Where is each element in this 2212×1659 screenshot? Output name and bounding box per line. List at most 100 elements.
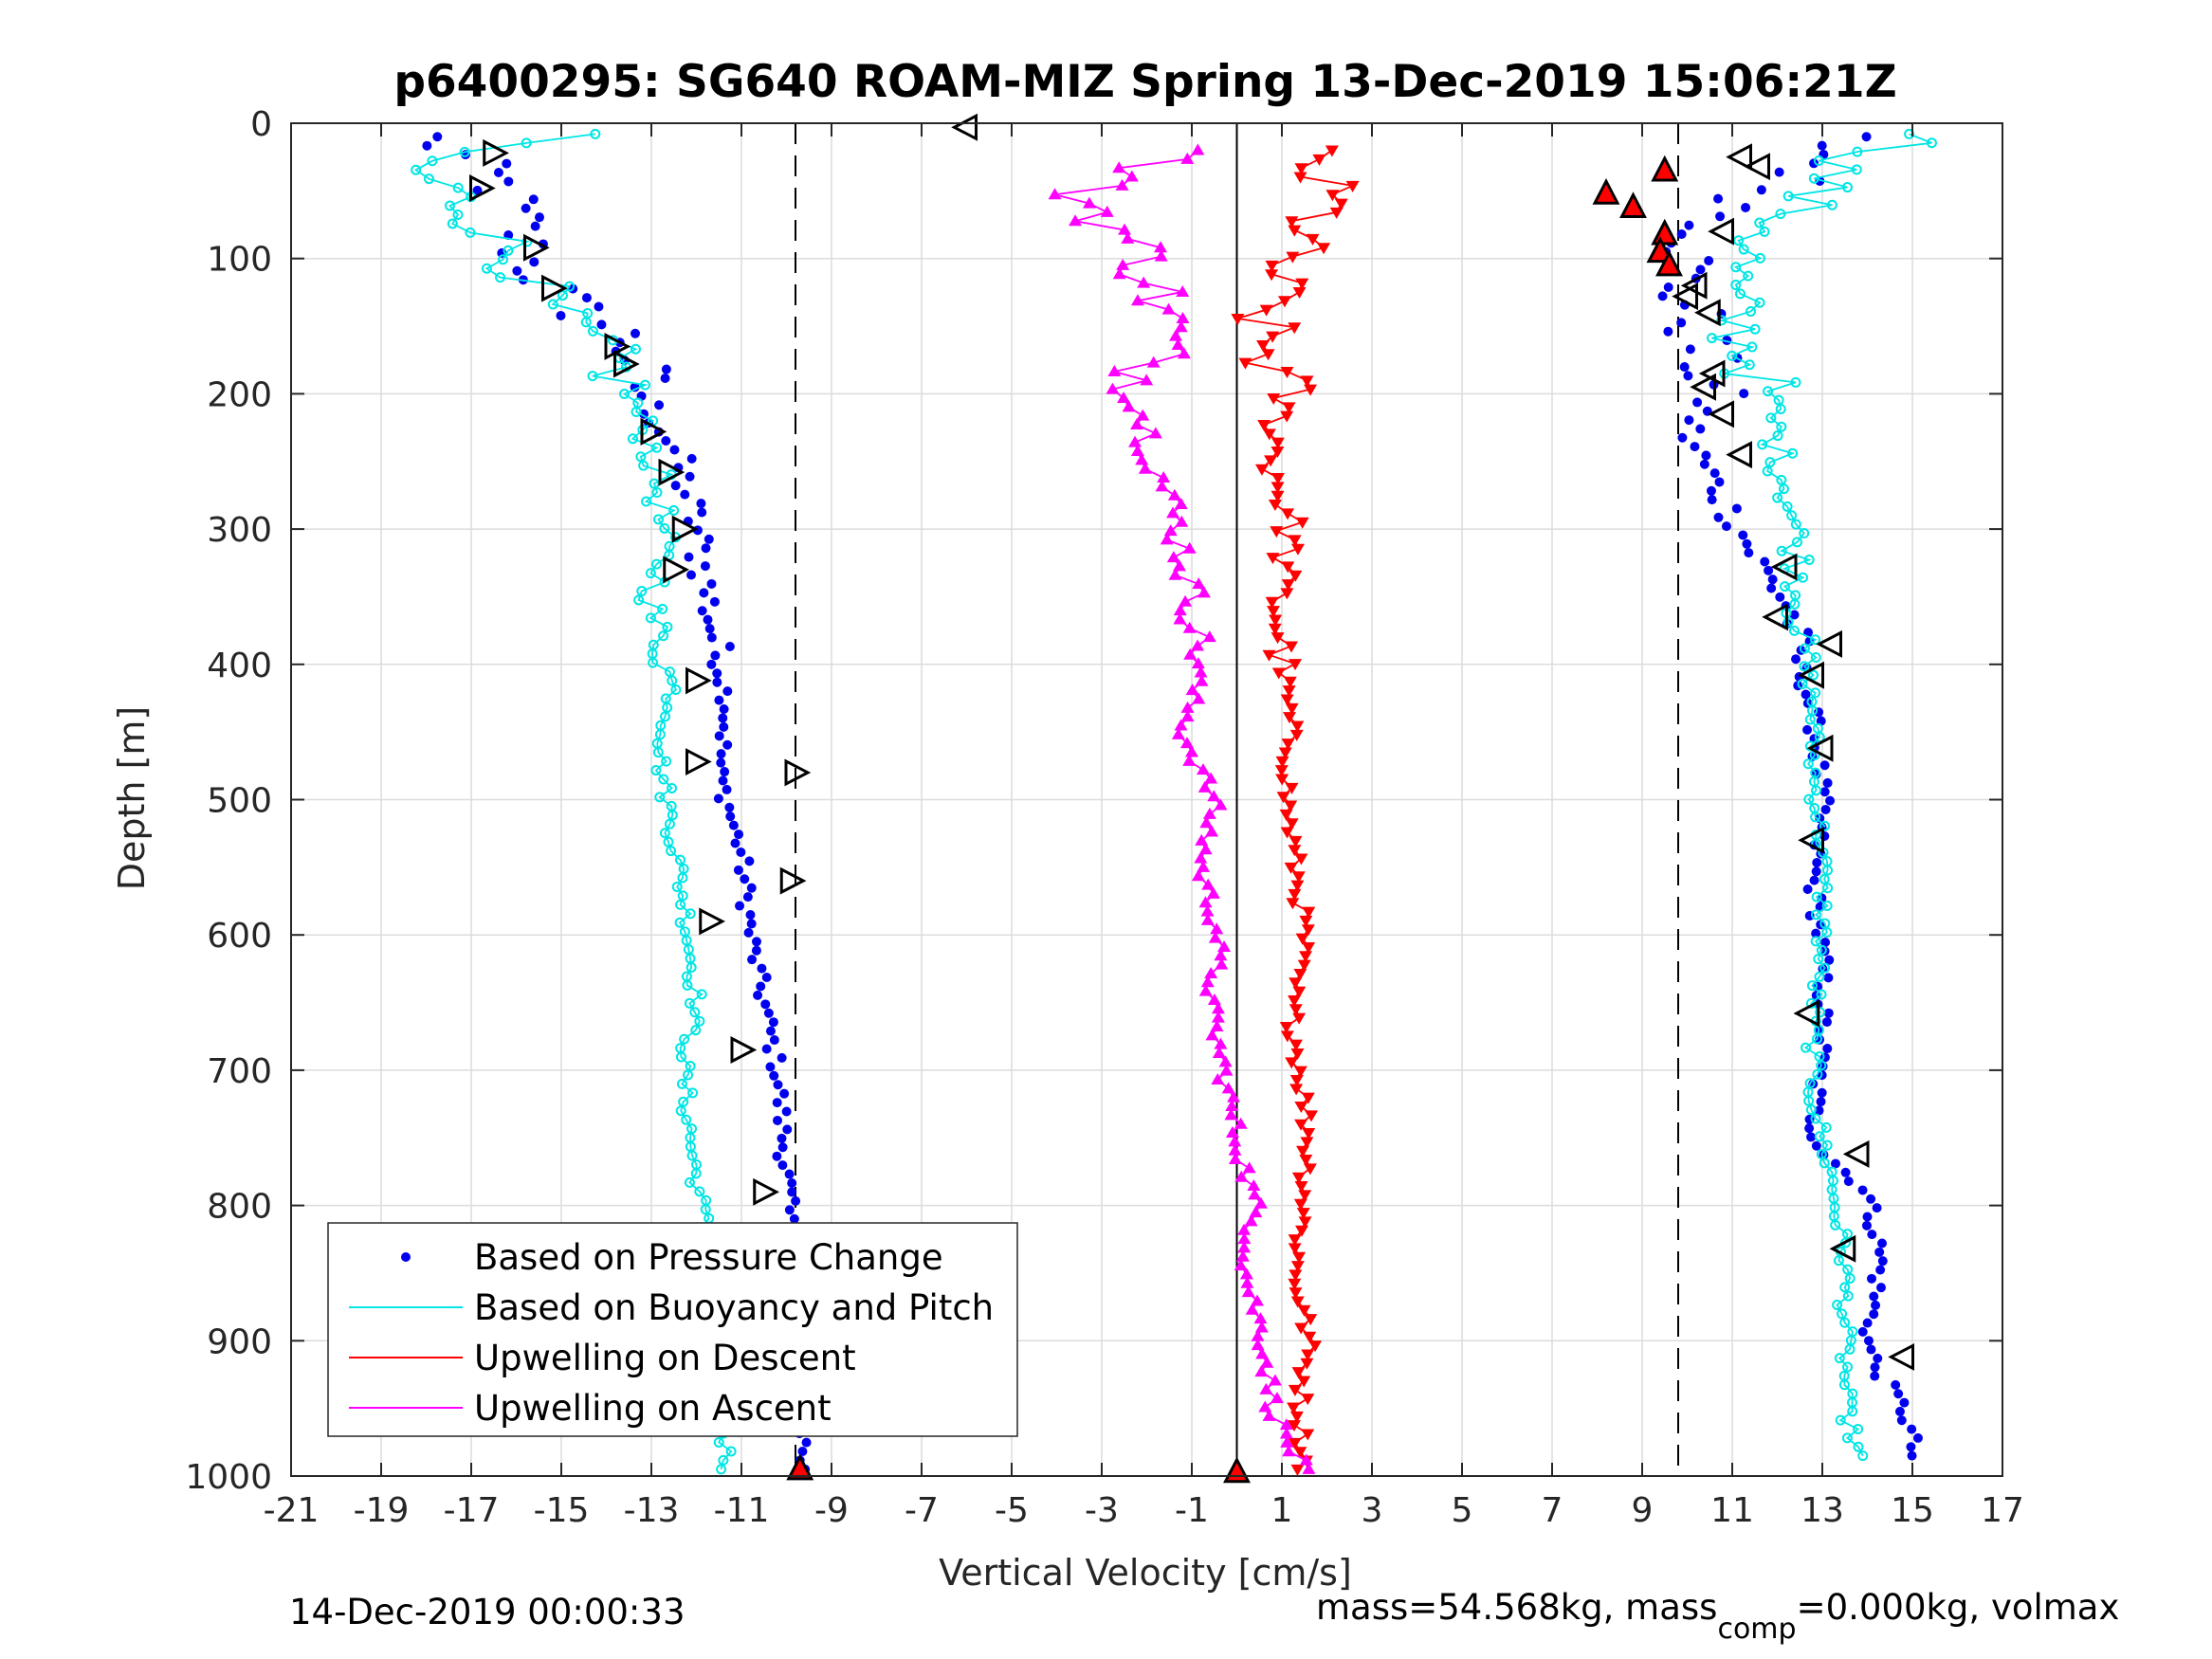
pressure-change-point (1811, 866, 1821, 877)
descent-upwelling-point (1294, 1322, 1308, 1335)
pressure-change-point (1806, 1132, 1817, 1142)
ascent-upwelling-point (1228, 1143, 1242, 1156)
descent-upwelling-point (1290, 1048, 1305, 1060)
ascent-upwelling-point (1191, 143, 1205, 155)
descent-upwelling-point (1284, 862, 1298, 874)
pressure-change-point (730, 838, 740, 848)
ascent-upwelling-point (1117, 391, 1131, 403)
ascent-upwelling-point (1138, 462, 1152, 474)
pressure-change-point (706, 578, 717, 589)
ascent-upwelling-point (1199, 816, 1214, 829)
pressure-change-point (751, 937, 761, 947)
ascent-upwelling-point (1169, 329, 1183, 341)
descent-upwelling-point (1289, 1039, 1303, 1051)
open-left-triangle-marker (1793, 999, 1820, 1028)
buoyancy-pitch-point (1746, 306, 1757, 318)
ascent-upwelling-point (1173, 612, 1187, 625)
ascent-upwelling-point (1253, 1196, 1268, 1209)
descent-upwelling-point (1283, 676, 1297, 688)
buoyancy-pitch-point (690, 1025, 702, 1036)
open-left-triangle-marker (1726, 441, 1752, 469)
ascent-upwelling-point (1135, 453, 1149, 465)
buoyancy-pitch-point (658, 630, 669, 642)
descent-upwelling-point (1294, 1119, 1308, 1131)
pressure-change-point (781, 1106, 792, 1117)
pressure-change-point (722, 784, 732, 794)
descent-upwelling-point (1271, 437, 1285, 449)
buoyancy-pitch-point (495, 272, 506, 283)
ascent-upwelling-point (1251, 1329, 1265, 1341)
descent-upwelling-point (1292, 286, 1307, 299)
pressure-change-point (1872, 1203, 1882, 1213)
descent-upwelling-point (1329, 207, 1344, 219)
pressure-change-point (1814, 1105, 1824, 1116)
pressure-change-point (528, 194, 539, 205)
ascent-upwelling-point (1234, 1117, 1248, 1129)
pressure-change-point (724, 641, 735, 651)
ascent-upwelling-point (1168, 568, 1182, 580)
legend-label: Based on Buoyancy and Pitch (474, 1287, 994, 1328)
pressure-change-point (1767, 574, 1778, 585)
pressure-change-point (1906, 1442, 1916, 1452)
y-tick-label: 300 (207, 511, 272, 550)
descent-upwelling-point (1264, 455, 1278, 467)
buoyancy-pitch-point (1810, 785, 1821, 796)
open-right-triangle-marker (523, 233, 550, 262)
pressure-change-point (722, 739, 733, 750)
buoyancy-pitch-point (654, 729, 666, 740)
buoyancy-pitch-point (1810, 634, 1821, 646)
pressure-change-point (777, 1160, 788, 1171)
descent-upwelling-point (1261, 349, 1275, 361)
buoyancy-pitch-point (1776, 421, 1787, 432)
descent-upwelling-point (1289, 1004, 1303, 1016)
descent-upwelling-point (1280, 1030, 1294, 1043)
pressure-change-point (1861, 132, 1872, 142)
pressure-change-point (724, 802, 735, 812)
ascent-upwelling-point (1140, 374, 1154, 386)
buoyancy-pitch-point (1844, 1343, 1856, 1355)
pressure-change-point (733, 865, 743, 875)
open-right-triangle-marker (483, 138, 509, 167)
descent-upwelling-point (1271, 447, 1285, 459)
ascent-upwelling-point (1237, 1241, 1252, 1253)
descent-upwelling-point (1300, 1358, 1314, 1370)
ascent-upwelling-point (1082, 196, 1096, 209)
ascent-upwelling-point (1124, 170, 1139, 182)
descent-upwelling-point (1294, 1102, 1308, 1114)
descent-upwelling-point (1289, 570, 1303, 582)
pressure-change-point (1863, 1336, 1874, 1346)
descent-upwelling-point (1262, 649, 1276, 662)
buoyancy-pitch-point (1812, 1033, 1823, 1045)
pressure-change-point (1866, 1273, 1876, 1284)
buoyancy-pitch-point (1776, 474, 1787, 485)
ascent-upwelling-point (1211, 1011, 1225, 1023)
ascent-upwelling-point (1166, 551, 1180, 563)
buoyancy-pitch-point (1841, 1432, 1853, 1444)
descent-upwelling-point (1297, 959, 1311, 972)
ascent-upwelling-point (1197, 586, 1211, 598)
buoyancy-pitch-point (1810, 936, 1821, 947)
descent-upwelling-point (1256, 339, 1271, 352)
buoyancy-pitch-point (675, 899, 686, 910)
ascent-upwelling-point (1116, 258, 1130, 270)
ascent-upwelling-point (1106, 382, 1120, 394)
buoyancy-pitch-point (1754, 217, 1765, 228)
pressure-change-point (1684, 220, 1694, 230)
ascent-upwelling-point (1251, 1294, 1265, 1306)
pressure-change-point (716, 749, 726, 759)
pressure-change-point (1657, 291, 1668, 301)
buoyancy-pitch-point (1749, 323, 1761, 335)
descent-upwelling-point (1293, 172, 1307, 184)
ascent-upwelling-point (1171, 727, 1185, 739)
ascent-upwelling-point (1219, 1064, 1234, 1076)
descent-upwelling-point (1267, 392, 1281, 405)
descent-upwelling-point (1304, 1314, 1318, 1326)
x-tick-label: -17 (444, 1491, 500, 1530)
ascent-upwelling-point (1302, 1462, 1316, 1474)
ascent-upwelling-point (1182, 754, 1197, 766)
ascent-upwelling-point (1194, 851, 1208, 864)
pressure-change-point (1824, 955, 1835, 965)
pressure-change-point (725, 811, 736, 822)
buoyancy-pitch-point (671, 881, 683, 892)
ascent-upwelling-point (1128, 435, 1143, 447)
